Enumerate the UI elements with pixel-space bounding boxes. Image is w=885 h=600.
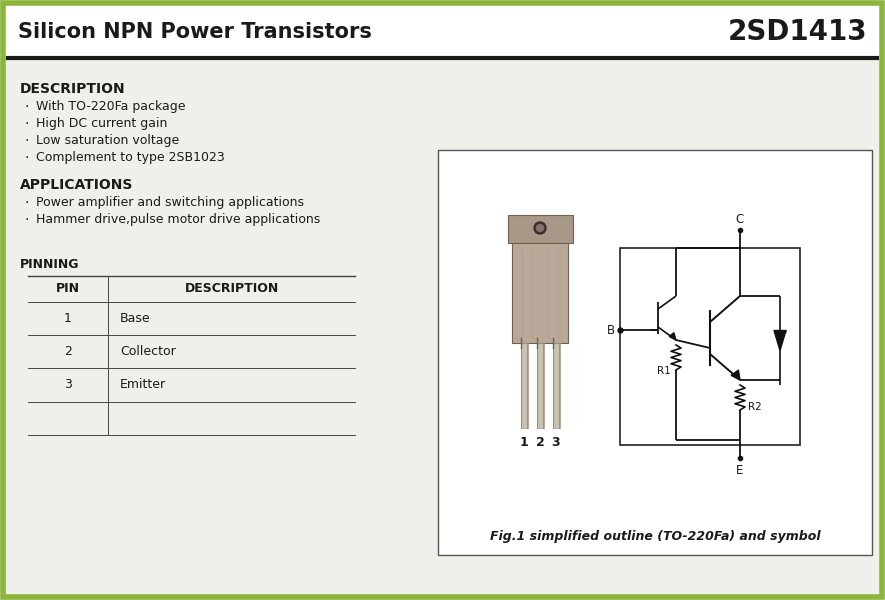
Bar	[553, 343, 560, 428]
Text: DESCRIPTION: DESCRIPTION	[184, 283, 279, 295]
Text: With TO-220Fa package: With TO-220Fa package	[36, 100, 186, 113]
Text: ·: ·	[24, 134, 28, 148]
Circle shape	[536, 224, 543, 232]
Text: 2: 2	[535, 436, 544, 449]
Text: Complement to type 2SB1023: Complement to type 2SB1023	[36, 151, 225, 164]
Text: B: B	[607, 323, 615, 337]
Text: High DC current gain: High DC current gain	[36, 117, 167, 130]
Bar	[508, 215, 573, 243]
Text: Hammer drive,pulse motor drive applications: Hammer drive,pulse motor drive applicati…	[36, 213, 320, 226]
Circle shape	[534, 222, 546, 234]
Text: R1: R1	[658, 367, 671, 377]
Text: 3: 3	[64, 379, 72, 391]
Text: Low saturation voltage: Low saturation voltage	[36, 134, 180, 147]
Polygon shape	[731, 370, 740, 380]
Text: 3: 3	[551, 436, 560, 449]
Text: PIN: PIN	[56, 283, 80, 295]
Text: PINNING: PINNING	[20, 258, 80, 271]
Text: DESCRIPTION: DESCRIPTION	[20, 82, 126, 96]
Text: Base: Base	[120, 312, 150, 325]
Bar	[4, 59, 881, 596]
Bar	[620, 248, 800, 445]
Text: R2: R2	[748, 403, 762, 413]
Text: Collector: Collector	[120, 345, 176, 358]
Bar	[537, 343, 544, 428]
Bar	[4, 4, 881, 59]
Text: APPLICATIONS: APPLICATIONS	[20, 178, 134, 192]
Text: ·: ·	[24, 213, 28, 227]
Text: 2: 2	[64, 345, 72, 358]
Text: 1: 1	[64, 312, 72, 325]
Text: C: C	[735, 213, 744, 226]
Polygon shape	[669, 332, 676, 340]
Text: ·: ·	[24, 196, 28, 210]
Text: Fig.1 simplified outline (TO-220Fa) and symbol: Fig.1 simplified outline (TO-220Fa) and …	[489, 530, 820, 543]
Text: ·: ·	[24, 100, 28, 114]
Polygon shape	[774, 331, 786, 350]
Text: E: E	[736, 464, 743, 477]
Text: Silicon NPN Power Transistors: Silicon NPN Power Transistors	[18, 22, 372, 42]
Text: Power amplifier and switching applications: Power amplifier and switching applicatio…	[36, 196, 304, 209]
Text: 1: 1	[519, 436, 528, 449]
Text: Emitter: Emitter	[120, 379, 166, 391]
Bar	[438, 150, 872, 555]
Bar	[521, 343, 528, 428]
Text: ·: ·	[24, 117, 28, 131]
Text: ·: ·	[24, 151, 28, 165]
Bar	[512, 243, 568, 343]
Text: 2SD1413: 2SD1413	[727, 18, 867, 46]
